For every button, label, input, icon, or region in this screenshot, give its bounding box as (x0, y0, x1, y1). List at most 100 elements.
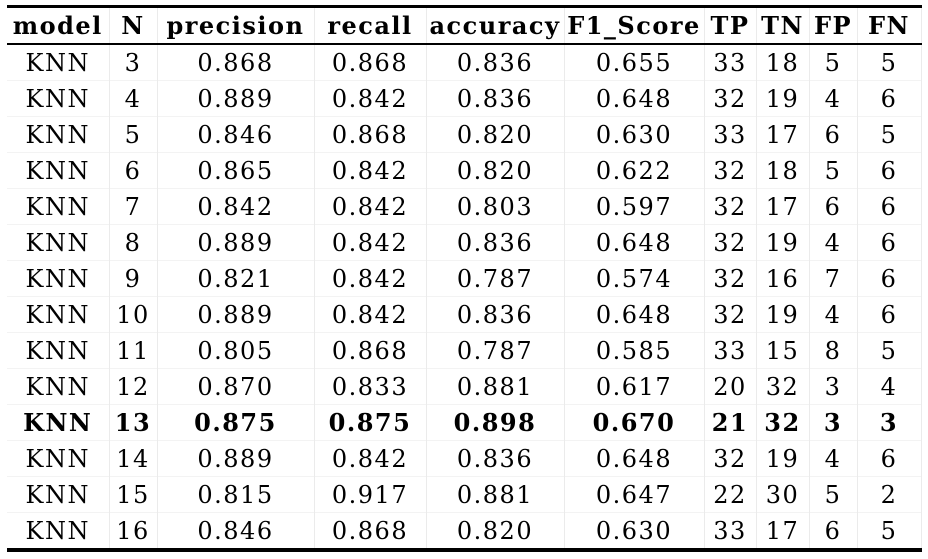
cell-tn: 30 (755, 476, 810, 513)
cell-model: KNN (7, 512, 110, 550)
cell-accuracy: 0.836 (425, 44, 565, 81)
cell-fp: 6 (808, 116, 858, 153)
cell-n: 9 (108, 260, 158, 297)
cell-f1_score: 0.617 (563, 368, 705, 405)
cell-tn: 32 (755, 368, 810, 405)
cell-tn: 19 (755, 80, 810, 117)
cell-n: 12 (108, 368, 158, 405)
cell-n: 4 (108, 80, 158, 117)
table-row: KNN 4 0.889 0.842 0.836 0.648 32 19 4 6 (7, 80, 922, 117)
cell-fn: 6 (856, 188, 922, 225)
cell-fp: 8 (808, 332, 858, 369)
cell-model: KNN (7, 44, 110, 81)
cell-tp: 32 (703, 224, 757, 261)
cell-tn: 19 (755, 440, 810, 477)
cell-fn: 6 (856, 440, 922, 477)
cell-fp: 4 (808, 80, 858, 117)
cell-model: KNN (7, 260, 110, 297)
cell-precision: 0.846 (156, 512, 315, 550)
cell-recall: 0.842 (313, 296, 427, 333)
cell-tn: 17 (755, 188, 810, 225)
cell-fn: 5 (856, 44, 922, 81)
column-header-fn: FN (856, 6, 922, 45)
cell-tn: 19 (755, 224, 810, 261)
cell-tp: 32 (703, 296, 757, 333)
cell-recall: 0.875 (313, 404, 427, 441)
cell-n: 5 (108, 116, 158, 153)
table-row: KNN 14 0.889 0.842 0.836 0.648 32 19 4 6 (7, 440, 922, 477)
table-row: KNN 3 0.868 0.868 0.836 0.655 33 18 5 5 (7, 44, 922, 81)
cell-fp: 6 (808, 512, 858, 550)
cell-fp: 3 (808, 404, 858, 441)
column-header-n: N (108, 6, 158, 45)
table-row: KNN 7 0.842 0.842 0.803 0.597 32 17 6 6 (7, 188, 922, 225)
cell-model: KNN (7, 116, 110, 153)
cell-fp: 3 (808, 368, 858, 405)
cell-tp: 33 (703, 116, 757, 153)
cell-recall: 0.842 (313, 224, 427, 261)
cell-recall: 0.842 (313, 440, 427, 477)
cell-f1_score: 0.630 (563, 512, 705, 550)
table-row: KNN 8 0.889 0.842 0.836 0.648 32 19 4 6 (7, 224, 922, 261)
cell-fn: 5 (856, 116, 922, 153)
cell-tp: 32 (703, 152, 757, 189)
cell-tn: 17 (755, 116, 810, 153)
cell-model: KNN (7, 440, 110, 477)
cell-model: KNN (7, 80, 110, 117)
cell-f1_score: 0.655 (563, 44, 705, 81)
cell-f1_score: 0.574 (563, 260, 705, 297)
cell-tn: 19 (755, 296, 810, 333)
cell-fn: 6 (856, 260, 922, 297)
cell-recall: 0.917 (313, 476, 427, 513)
cell-n: 8 (108, 224, 158, 261)
cell-accuracy: 0.820 (425, 116, 565, 153)
cell-precision: 0.870 (156, 368, 315, 405)
cell-precision: 0.889 (156, 440, 315, 477)
cell-n: 7 (108, 188, 158, 225)
cell-tn: 18 (755, 152, 810, 189)
cell-f1_score: 0.630 (563, 116, 705, 153)
cell-precision: 0.868 (156, 44, 315, 81)
cell-fn: 6 (856, 80, 922, 117)
cell-fp: 6 (808, 188, 858, 225)
cell-fn: 6 (856, 224, 922, 261)
cell-precision: 0.889 (156, 296, 315, 333)
cell-accuracy: 0.803 (425, 188, 565, 225)
cell-tp: 33 (703, 44, 757, 81)
cell-fn: 2 (856, 476, 922, 513)
column-header-accuracy: accuracy (425, 6, 565, 45)
cell-model: KNN (7, 224, 110, 261)
cell-accuracy: 0.836 (425, 440, 565, 477)
cell-tp: 20 (703, 368, 757, 405)
cell-tp: 21 (703, 404, 757, 441)
cell-fp: 4 (808, 296, 858, 333)
cell-f1_score: 0.585 (563, 332, 705, 369)
cell-precision: 0.865 (156, 152, 315, 189)
cell-f1_score: 0.648 (563, 224, 705, 261)
cell-precision: 0.846 (156, 116, 315, 153)
cell-accuracy: 0.820 (425, 512, 565, 550)
cell-tn: 32 (755, 404, 810, 441)
cell-f1_score: 0.622 (563, 152, 705, 189)
cell-tp: 32 (703, 440, 757, 477)
cell-fp: 5 (808, 476, 858, 513)
cell-n: 13 (108, 404, 158, 441)
table-row: KNN 13 0.875 0.875 0.898 0.670 21 32 3 3 (7, 404, 922, 441)
cell-fn: 4 (856, 368, 922, 405)
cell-recall: 0.868 (313, 116, 427, 153)
cell-tn: 15 (755, 332, 810, 369)
column-header-tn: TN (755, 6, 810, 45)
table-row: KNN 10 0.889 0.842 0.836 0.648 32 19 4 6 (7, 296, 922, 333)
cell-accuracy: 0.787 (425, 332, 565, 369)
cell-recall: 0.868 (313, 332, 427, 369)
cell-model: KNN (7, 188, 110, 225)
cell-model: KNN (7, 476, 110, 513)
cell-precision: 0.889 (156, 80, 315, 117)
cell-n: 6 (108, 152, 158, 189)
cell-tn: 18 (755, 44, 810, 81)
cell-accuracy: 0.881 (425, 368, 565, 405)
cell-precision: 0.805 (156, 332, 315, 369)
cell-precision: 0.821 (156, 260, 315, 297)
cell-n: 10 (108, 296, 158, 333)
